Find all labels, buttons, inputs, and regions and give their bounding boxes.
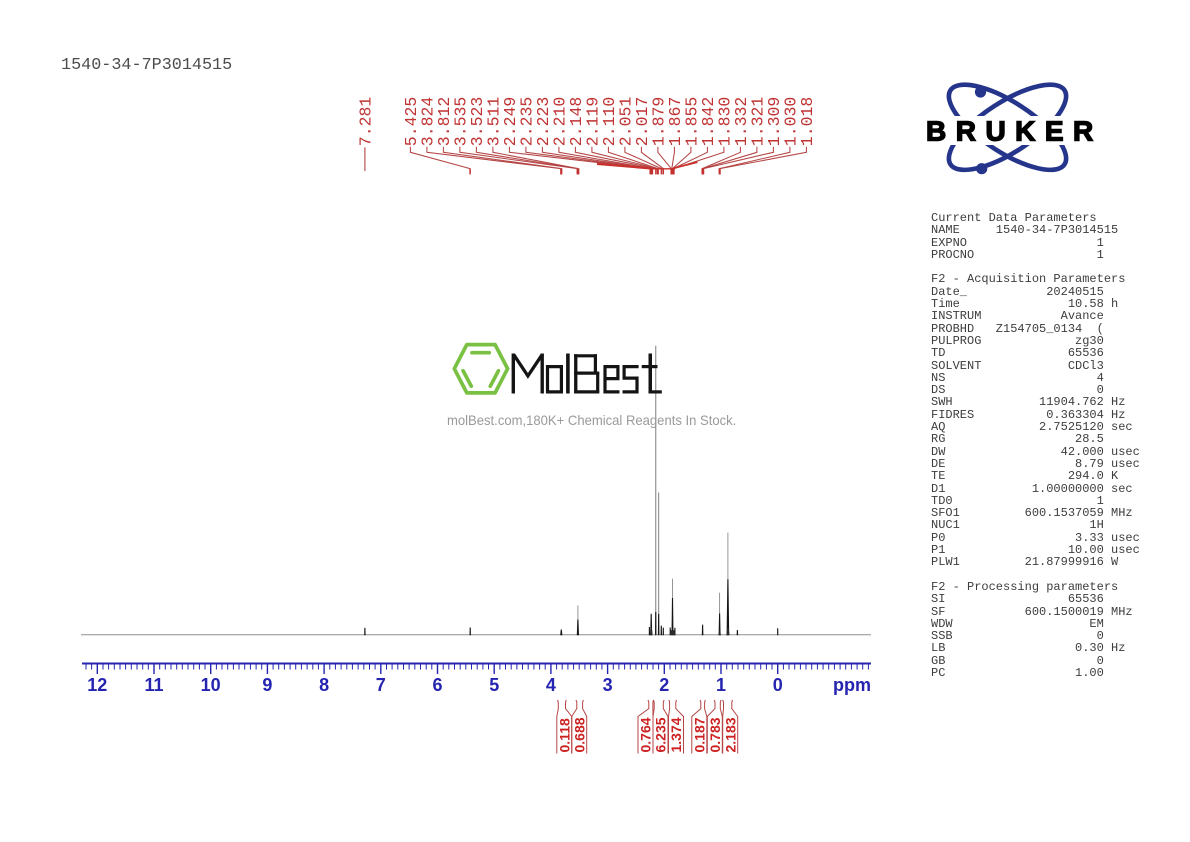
- svg-text:0.187: 0.187: [692, 717, 708, 752]
- svg-text:1.830: 1.830: [716, 97, 735, 147]
- svg-text:2.249: 2.249: [501, 97, 520, 147]
- svg-text:2.183: 2.183: [722, 717, 738, 752]
- svg-text:BRUKER: BRUKER: [926, 116, 1103, 147]
- svg-text:6.235: 6.235: [653, 717, 669, 752]
- svg-text:9: 9: [262, 675, 272, 695]
- svg-text:12: 12: [87, 675, 107, 695]
- svg-text:5: 5: [489, 675, 499, 695]
- svg-text:2.051: 2.051: [617, 97, 636, 147]
- svg-text:1.855: 1.855: [683, 97, 702, 147]
- svg-text:2.235: 2.235: [518, 97, 537, 147]
- svg-text:3.511: 3.511: [485, 97, 504, 147]
- svg-text:1.332: 1.332: [732, 97, 751, 147]
- svg-text:2.110: 2.110: [600, 97, 619, 147]
- svg-text:2: 2: [659, 675, 669, 695]
- svg-text:2.210: 2.210: [551, 97, 570, 147]
- svg-text:3.535: 3.535: [452, 97, 471, 147]
- svg-text:3.523: 3.523: [468, 97, 487, 147]
- svg-text:5.425: 5.425: [402, 97, 421, 147]
- svg-text:1.030: 1.030: [782, 97, 801, 147]
- svg-text:8: 8: [319, 675, 329, 695]
- svg-text:1.879: 1.879: [650, 97, 669, 147]
- svg-text:1.867: 1.867: [666, 97, 685, 147]
- svg-text:1.018: 1.018: [798, 97, 817, 147]
- svg-text:11: 11: [144, 675, 163, 695]
- svg-text:3.812: 3.812: [435, 97, 454, 147]
- svg-text:ppm: ppm: [833, 675, 871, 695]
- svg-text:4: 4: [546, 675, 556, 695]
- svg-text:0: 0: [773, 675, 783, 695]
- svg-text:1.321: 1.321: [749, 97, 768, 147]
- svg-text:1.374: 1.374: [668, 717, 684, 752]
- svg-text:2.223: 2.223: [534, 97, 553, 147]
- svg-text:2.119: 2.119: [584, 97, 603, 147]
- svg-text:1.842: 1.842: [699, 97, 718, 147]
- svg-text:0.118: 0.118: [557, 718, 573, 752]
- svg-text:3.824: 3.824: [419, 97, 438, 147]
- svg-text:10: 10: [201, 675, 221, 695]
- svg-text:1.309: 1.309: [765, 97, 784, 147]
- svg-text:0.783: 0.783: [707, 717, 723, 752]
- svg-text:7: 7: [376, 675, 386, 695]
- svg-text:2.148: 2.148: [567, 97, 586, 147]
- svg-text:1: 1: [716, 675, 726, 695]
- svg-text:0.764: 0.764: [638, 717, 654, 752]
- svg-text:0.688: 0.688: [571, 717, 587, 752]
- svg-text:6: 6: [432, 675, 442, 695]
- svg-text:3: 3: [603, 675, 613, 695]
- svg-text:2.017: 2.017: [633, 97, 652, 147]
- svg-text:7.281: 7.281: [357, 97, 376, 147]
